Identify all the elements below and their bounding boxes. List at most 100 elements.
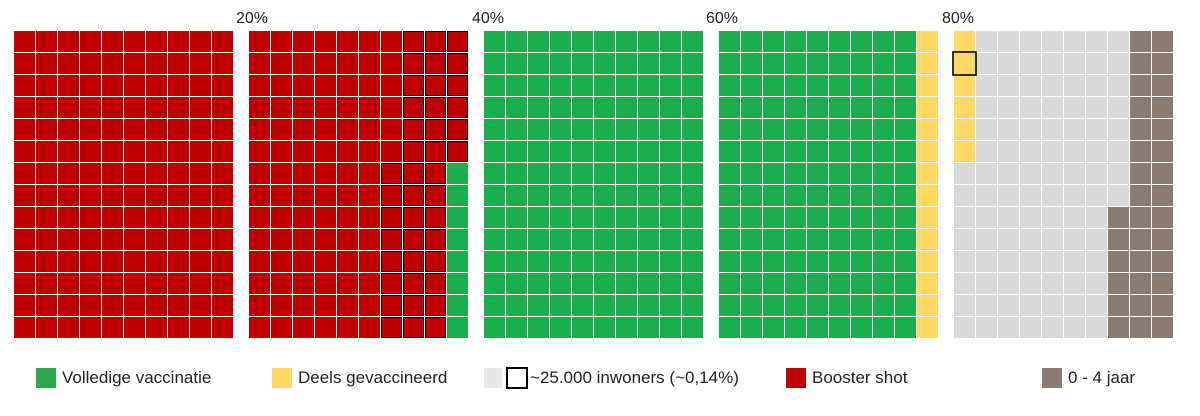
waffle-cell-booster-shot [14,163,35,184]
waffle-cell-booster-shot [249,97,270,118]
waffle-cell-volledige-vaccinatie [616,75,637,96]
waffle-cell-booster-shot [359,185,380,206]
waffle-cell-booster-shot [190,53,211,74]
waffle-cell-volledige-vaccinatie [594,31,615,52]
waffle-cell-volledige-vaccinatie [895,295,916,316]
waffle-cell-volledige-vaccinatie [763,53,784,74]
waffle-cell-volledige-vaccinatie [528,273,549,294]
waffle-cell-volledige-vaccinatie [506,31,527,52]
waffle-cell-volledige-vaccinatie [807,295,828,316]
waffle-cell-booster-shot [14,317,35,338]
waffle-cell-volledige-vaccinatie [528,53,549,74]
waffle-cell-booster-shot [80,53,101,74]
waffle-cell-volledige-vaccinatie [851,97,872,118]
waffle-cell-volledige-vaccinatie [638,317,659,338]
waffle-cell-booster-shot [124,163,145,184]
waffle-cell-booster-shot [80,317,101,338]
legend-swatch-deels-gevaccineerd [272,368,292,388]
waffle-cell-leeftijd-0-4-jaar [1152,31,1173,52]
waffle-cell-booster-shot [146,97,167,118]
waffle-cell-booster-shot [58,229,79,250]
waffle-cell-outline [447,119,468,140]
waffle-cell-volledige-vaccinatie [851,295,872,316]
waffle-cell-volledige-vaccinatie [616,317,637,338]
waffle-cell-volledige-vaccinatie [719,273,740,294]
waffle-cell-volledige-vaccinatie [873,31,894,52]
waffle-cell-geen [1086,31,1107,52]
waffle-cell-booster-shot [249,229,270,250]
waffle-cell-booster-shot [359,53,380,74]
waffle-cell-volledige-vaccinatie [572,229,593,250]
waffle-cell-volledige-vaccinatie [851,229,872,250]
waffle-cell-geen [1086,273,1107,294]
waffle-cell-booster-shot [271,185,292,206]
waffle-cell-volledige-vaccinatie [895,75,916,96]
waffle-cell-leeftijd-0-4-jaar [1130,185,1151,206]
waffle-cell-geen [1042,207,1063,228]
waffle-cell-booster-shot [293,185,314,206]
waffle-cell-geen [1108,119,1129,140]
waffle-cell-booster-shot [381,31,402,52]
waffle-cell-volledige-vaccinatie [550,251,571,272]
waffle-cell-volledige-vaccinatie [785,317,806,338]
waffle-cell-deels-gevaccineerd [954,53,975,74]
waffle-cell-geen [998,317,1019,338]
waffle-cell-volledige-vaccinatie [594,119,615,140]
waffle-cell-volledige-vaccinatie [785,141,806,162]
waffle-cell-booster-shot [80,141,101,162]
waffle-cell-volledige-vaccinatie [528,207,549,228]
waffle-cell-volledige-vaccinatie [572,207,593,228]
waffle-cell-leeftijd-0-4-jaar [1130,273,1151,294]
waffle-cell-deels-gevaccineerd [954,75,975,96]
waffle-cell-booster-shot [293,75,314,96]
waffle-cell-volledige-vaccinatie [594,163,615,184]
waffle-cell-volledige-vaccinatie [594,273,615,294]
waffle-cell-volledige-vaccinatie [550,53,571,74]
waffle-cell-volledige-vaccinatie [741,251,762,272]
waffle-cell-volledige-vaccinatie [829,295,850,316]
waffle-cell-booster-shot [80,185,101,206]
waffle-cell-booster-shot [190,251,211,272]
waffle-cell-booster-shot [146,53,167,74]
waffle-cell-volledige-vaccinatie [638,229,659,250]
waffle-cell-geen [1064,119,1085,140]
waffle-cell-booster-shot [293,119,314,140]
waffle-cell-booster-shot [447,97,468,118]
waffle-cell-volledige-vaccinatie [829,31,850,52]
waffle-cell-booster-shot [102,163,123,184]
waffle-cell-booster-shot [80,273,101,294]
waffle-cell-booster-shot [271,163,292,184]
waffle-cell-volledige-vaccinatie [447,163,468,184]
waffle-cell-volledige-vaccinatie [528,31,549,52]
waffle-overlay [381,31,977,338]
waffle-cell-outline [447,31,468,52]
legend-label-volledige-vaccinatie: Volledige vaccinatie [62,368,212,387]
waffle-cell-booster-shot [337,119,358,140]
waffle-cell-booster-shot [359,317,380,338]
waffle-cell-geen [1108,53,1129,74]
waffle-cell-geen [1020,317,1041,338]
waffle-cell-volledige-vaccinatie [829,53,850,74]
waffle-cell-volledige-vaccinatie [851,141,872,162]
waffle-cell-booster-shot [124,119,145,140]
waffle-cell-booster-shot [403,31,424,52]
waffle-cell-volledige-vaccinatie [447,185,468,206]
waffle-cell-volledige-vaccinatie [719,207,740,228]
waffle-cell-volledige-vaccinatie [594,317,615,338]
waffle-cell-booster-shot [381,75,402,96]
legend-item-booster-shot: Booster shot [786,366,907,390]
waffle-cell-booster-shot [403,163,424,184]
waffle-cell-booster-shot [403,185,424,206]
waffle-cell-booster-shot [212,119,233,140]
waffle-cell-booster-shot [80,119,101,140]
waffle-cell-booster-shot [212,295,233,316]
waffle-cell-volledige-vaccinatie [528,295,549,316]
waffle-cell-booster-shot [447,31,468,52]
waffle-cell-geen [976,53,997,74]
waffle-cell-volledige-vaccinatie [660,31,681,52]
waffle-cell-deels-gevaccineerd [917,31,938,52]
waffle-cell-booster-shot [102,207,123,228]
waffle-cell-volledige-vaccinatie [447,251,468,272]
waffle-cell-booster-shot [14,75,35,96]
waffle-cell-booster-shot [359,251,380,272]
